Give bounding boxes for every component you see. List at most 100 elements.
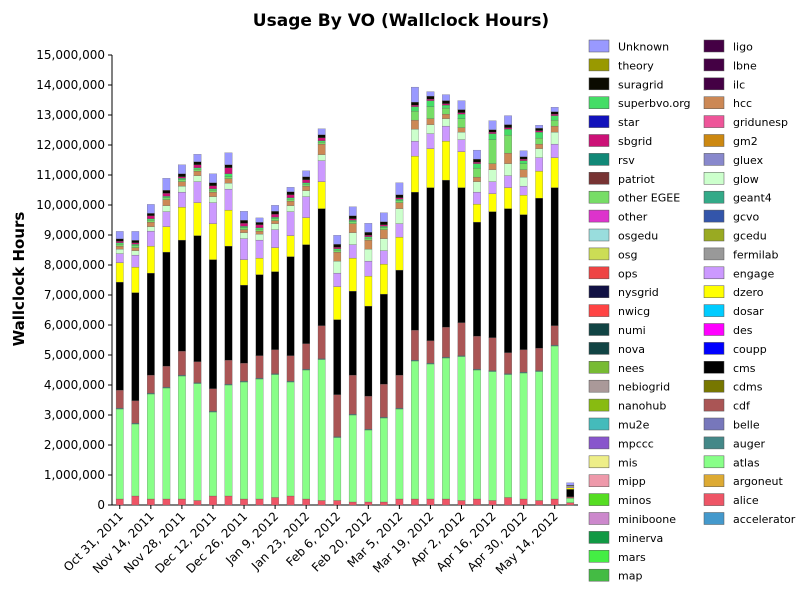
legend-label: patriot [618,173,655,186]
legend-label: rsv [618,154,635,167]
legend-swatch [703,417,725,431]
bar-segment [271,349,279,374]
bar-segment [271,205,279,212]
bar-segment [426,124,435,134]
bar-segment [504,124,512,128]
bar-segment [457,187,466,323]
bar-segment [271,218,279,221]
bar-segment [317,140,326,143]
bar-segment [193,500,202,506]
bar-stack [488,120,497,506]
bar-segment [364,248,373,262]
bar-segment [317,358,326,360]
legend-item: gcvo [703,209,760,224]
legend-swatch [703,77,725,91]
legend-swatch [588,285,610,298]
bar-segment [488,193,497,212]
bar-segment [302,184,310,187]
legend-label: osg [618,248,637,261]
bar-segment [302,343,310,370]
y-tick-label: 15,000,000 [36,48,105,62]
bar-segment [488,131,497,134]
bar-stack [348,206,357,506]
bar-segment [411,86,419,103]
legend-label: Unknown [618,41,669,54]
bar-segment [364,236,373,239]
bar-segment [442,125,450,142]
bar-stack [380,212,388,506]
bar-stack [271,205,279,506]
legend-label: atlas [733,456,760,469]
bar-segment [240,211,248,221]
bar-segment [380,229,388,239]
bar-segment [224,167,233,174]
legend-swatch [703,134,725,147]
bar-segment [457,118,466,128]
bar-stack [131,231,140,506]
bar-segment [147,213,155,216]
bar-segment [411,329,419,361]
bar-segment [348,501,357,506]
legend-item: Unknown [588,39,669,54]
bar-segment [333,251,342,262]
bar-segment [209,190,217,193]
bar-segment [178,350,186,376]
bar-segment [224,384,233,497]
bar-segment [193,154,202,162]
bar-segment [162,387,171,500]
legend-item: numi [588,323,646,337]
legend-item: nwicg [588,304,650,318]
bar-segment [255,224,264,228]
bar-segment [178,498,186,506]
bar-segment [411,155,419,193]
bar-segment [457,113,466,119]
legend-item: rsv [588,153,635,167]
bar-segment [364,239,373,250]
legend-label: theory [618,59,654,72]
bar-stack [286,187,295,506]
legend-swatch [703,455,725,469]
bar-segment [115,408,124,500]
bar-segment [193,361,202,383]
bar-segment [504,175,512,188]
bar-segment [457,131,466,140]
bar-segment [271,220,279,224]
bar-segment [535,137,543,145]
bar-segment [504,128,512,136]
bar-segment [395,269,404,376]
bar-segment [115,253,124,263]
bar-segment [115,248,124,254]
bar-segment [240,284,248,364]
bar-segment [240,362,248,382]
bar-stack [115,231,124,506]
bar-segment [535,197,543,349]
bar-segment [115,498,124,506]
legend-item: nysgrid [588,285,659,299]
y-tick-label: 11,000,000 [36,168,105,182]
bar-segment [380,417,388,503]
legend-swatch [588,115,610,128]
bar-segment [566,486,575,489]
bar-segment [426,362,435,365]
bar-segment [224,245,233,361]
bar-segment [224,182,233,190]
bar-segment [364,223,373,233]
bar-stack [519,150,528,506]
bar-segment [519,163,528,170]
bar-segment [302,244,310,344]
bar-segment [535,130,543,133]
legend-label: superbvo.org [618,97,691,110]
bar-segment [115,231,124,240]
bar-segment [535,131,543,139]
bar-segment [442,100,450,104]
bar-segment [333,244,342,248]
legend-item: sbgrid [588,134,652,148]
bar-segment [302,369,310,500]
bar-segment [333,250,342,253]
bar-segment [209,410,217,413]
legend-label: gridunesp [733,116,788,129]
bar-segment [209,182,217,186]
legend-label: numi [618,324,646,337]
bar-segment [395,197,404,200]
legend-swatch [703,285,725,298]
